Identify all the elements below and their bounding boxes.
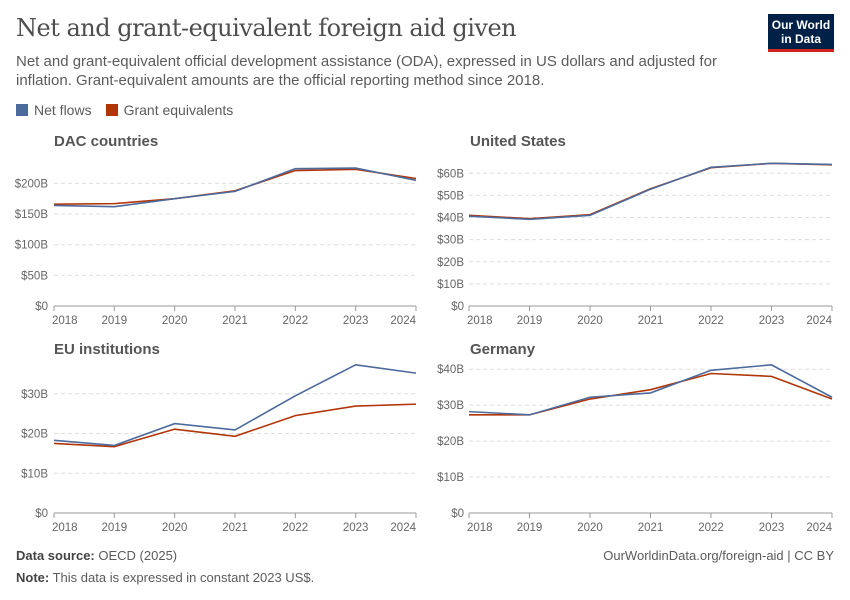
x-tick-label: 2024 <box>806 522 832 534</box>
panel-title: DAC countries <box>54 133 158 150</box>
y-tick-label: $20B <box>437 257 464 269</box>
y-tick-label: $60B <box>437 168 464 180</box>
series-line-net[interactable] <box>468 162 833 221</box>
y-tick-label: $30B <box>437 400 464 412</box>
y-tick-label: $20B <box>437 436 464 448</box>
y-tick-label: $30B <box>21 389 48 401</box>
x-tick-label: 2019 <box>102 522 128 534</box>
series-line-grant[interactable] <box>469 372 833 416</box>
y-tick-label: $0 <box>451 508 464 520</box>
x-tick-label: 2022 <box>283 315 309 327</box>
x-tick-label: 2021 <box>638 522 664 534</box>
x-tick-label: 2020 <box>162 315 188 327</box>
x-tick-label: 2021 <box>638 315 664 327</box>
url-license[interactable]: OurWorldinData.org/foreign-aid | CC BY <box>603 548 834 563</box>
chart-title: Net and grant-equivalent foreign aid giv… <box>16 14 517 42</box>
x-tick-label: 2020 <box>162 522 188 534</box>
panel-title: EU institutions <box>54 341 160 358</box>
x-tick-label: 2018 <box>467 315 493 327</box>
panel-title: Germany <box>470 341 536 358</box>
y-tick-label: $10B <box>21 468 48 480</box>
y-tick-label: $200B <box>15 178 49 190</box>
x-tick-label: 2020 <box>577 522 603 534</box>
x-tick-label: 2023 <box>759 315 785 327</box>
x-tick-label: 2022 <box>698 315 724 327</box>
panel-united-states: United States $0 $10B $20B $30B $40B $50B $60B 2… <box>437 133 832 327</box>
x-tick-label: 2023 <box>759 522 785 534</box>
x-tick-label: 2018 <box>52 522 78 534</box>
x-tick-label: 2019 <box>102 315 128 327</box>
y-tick-label: $20B <box>21 429 48 441</box>
chart-subtitle: Net and grant-equivalent official develo… <box>16 53 717 89</box>
legend-item-grant[interactable]: Grant equivalents <box>105 102 234 118</box>
x-tick-label: 2018 <box>467 522 493 534</box>
x-tick-label: 2020 <box>577 315 603 327</box>
owid-logo[interactable]: Our World in Data <box>768 14 834 52</box>
x-tick-label: 2024 <box>390 522 416 534</box>
panel-germany: Germany $0 $10B $20B $30B $40B 2018 2019 2020 202… <box>437 341 832 534</box>
x-tick-label: 2021 <box>222 315 248 327</box>
x-tick-label: 2023 <box>343 315 369 327</box>
x-tick-label: 2019 <box>517 522 543 534</box>
legend-label: Net flows <box>34 102 92 118</box>
y-tick-label: $40B <box>437 213 464 225</box>
series-line-net[interactable] <box>53 363 417 447</box>
y-tick-label: $0 <box>451 301 464 313</box>
x-tick-label: 2024 <box>806 315 832 327</box>
legend-swatch <box>105 104 118 116</box>
note: Note: This data is expressed in constant… <box>16 570 315 585</box>
x-tick-label: 2023 <box>343 522 369 534</box>
x-tick-label: 2022 <box>283 522 309 534</box>
series-line-grant[interactable] <box>53 168 417 206</box>
panel-eu-institutions: EU institutions $0 $10B $20B $30B 2018 2019 202… <box>21 341 416 534</box>
y-tick-label: $40B <box>437 364 464 376</box>
y-tick-label: $0 <box>35 508 48 520</box>
x-tick-label: 2022 <box>698 522 724 534</box>
legend: Net flows Grant equivalents <box>16 102 233 118</box>
y-tick-label: $10B <box>437 472 464 484</box>
x-tick-label: 2021 <box>222 522 248 534</box>
y-tick-label: $50B <box>21 270 48 282</box>
x-tick-label: 2018 <box>52 315 78 327</box>
y-tick-label: $0 <box>35 301 48 313</box>
panel-dac-countries: DAC countries $0 $50B $100B $150B $200B 2018 20… <box>15 133 417 327</box>
data-source: Data source: OECD (2025) <box>16 548 178 563</box>
legend-swatch <box>16 104 28 116</box>
series-line-net[interactable] <box>53 167 417 208</box>
y-tick-label: $50B <box>437 190 464 202</box>
y-tick-label: $150B <box>15 209 49 221</box>
legend-item-net[interactable]: Net flows <box>16 102 92 118</box>
series-line-net[interactable] <box>468 364 833 416</box>
x-tick-label: 2024 <box>390 315 416 327</box>
y-tick-label: $10B <box>437 279 464 291</box>
y-tick-label: $30B <box>437 235 464 247</box>
source-link[interactable]: OECD (2025) <box>98 548 178 563</box>
series-line-grant[interactable] <box>53 403 417 448</box>
legend-label: Grant equivalents <box>123 102 234 118</box>
x-tick-label: 2019 <box>517 315 543 327</box>
series-line-grant[interactable] <box>468 162 833 220</box>
y-tick-label: $100B <box>15 240 49 252</box>
panel-title: United States <box>470 133 566 150</box>
